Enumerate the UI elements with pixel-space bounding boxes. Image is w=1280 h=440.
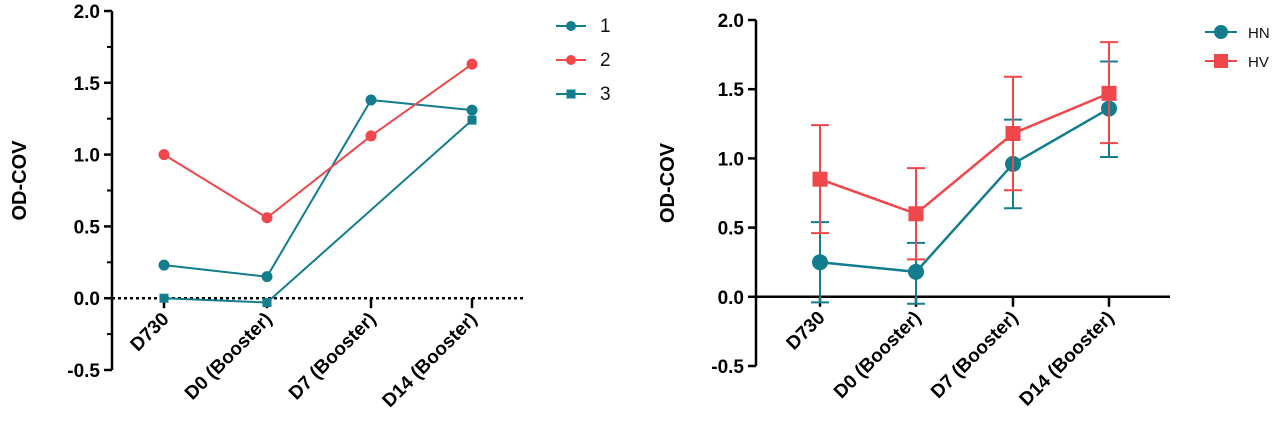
series-hn-point — [908, 263, 924, 280]
legend-marker-hn — [1214, 25, 1228, 39]
series-2-point — [365, 130, 377, 142]
y-tick-label: -0.5 — [711, 357, 744, 378]
legend-label-hn: HN — [1248, 25, 1270, 42]
legend-label-hv: HV — [1248, 54, 1269, 71]
x-tick-label: D14 (Booster) — [379, 309, 482, 412]
series-hn-line — [819, 107, 1110, 274]
series-2-point — [158, 149, 170, 161]
x-tick-label: D730 — [783, 307, 830, 354]
x-tick-label: D7 (Booster) — [927, 307, 1022, 402]
legend-marker-1 — [566, 21, 576, 31]
y-tick-label: 1.5 — [74, 74, 101, 95]
series-3-point — [467, 115, 477, 125]
x-tick-label: D14 (Booster) — [1016, 307, 1119, 410]
series-hn-point — [812, 254, 828, 271]
x-tick-label: D0 (Booster) — [181, 309, 276, 404]
series-1-point — [365, 94, 377, 106]
legend-label-1: 1 — [600, 16, 611, 37]
series-1-point — [158, 259, 170, 271]
series-hv-point — [908, 206, 924, 222]
y-axis-title: OD-COV — [9, 140, 31, 221]
y-axis-title: OD-COV — [657, 142, 679, 223]
series-3-point — [262, 298, 272, 308]
series-2-point — [261, 212, 273, 224]
series-3-line — [163, 119, 473, 304]
legend-marker-2 — [566, 55, 576, 65]
y-tick-label: 0.0 — [718, 288, 744, 309]
chart-left: 2.0 1.5 1.0 0.5 0.0 -0.5 D730 D0 (Booster) D7 (B… — [9, 2, 611, 412]
y-tick-label: 1.5 — [718, 80, 745, 101]
series-1-point — [261, 271, 273, 283]
series-hv-point — [812, 171, 828, 187]
series-hv-line — [819, 92, 1110, 216]
y-tick-label: -0.5 — [67, 361, 100, 382]
y-tick-label: 2.0 — [718, 11, 744, 32]
y-tick-label: 0.0 — [74, 289, 100, 310]
series-2-line — [163, 63, 473, 220]
legend-marker-hv — [1214, 54, 1228, 68]
x-tick-label: D0 (Booster) — [830, 307, 925, 402]
y-tick-label: 1.0 — [74, 146, 100, 167]
legend-label-3: 3 — [600, 84, 611, 105]
legend-marker-3 — [566, 89, 576, 99]
series-2-point — [466, 58, 478, 70]
y-tick-label: 0.5 — [718, 219, 745, 240]
series-hv-point — [1101, 85, 1117, 101]
series-3-point — [159, 293, 169, 303]
chart-right: 2.0 1.5 1.0 0.5 0.0 -0.5 D730 D0 (Booster) D7 (B… — [657, 11, 1270, 410]
x-tick-label: D730 — [127, 309, 174, 356]
y-tick-label: 1.0 — [718, 149, 744, 170]
legend-label-2: 2 — [600, 50, 611, 71]
series-1-line — [163, 98, 473, 278]
y-tick-label: 2.0 — [74, 2, 100, 23]
y-tick-label: 0.5 — [74, 217, 101, 238]
series-hv-point — [1005, 125, 1021, 141]
series-1-point — [466, 104, 478, 116]
x-tick-label: D7 (Booster) — [285, 309, 380, 404]
